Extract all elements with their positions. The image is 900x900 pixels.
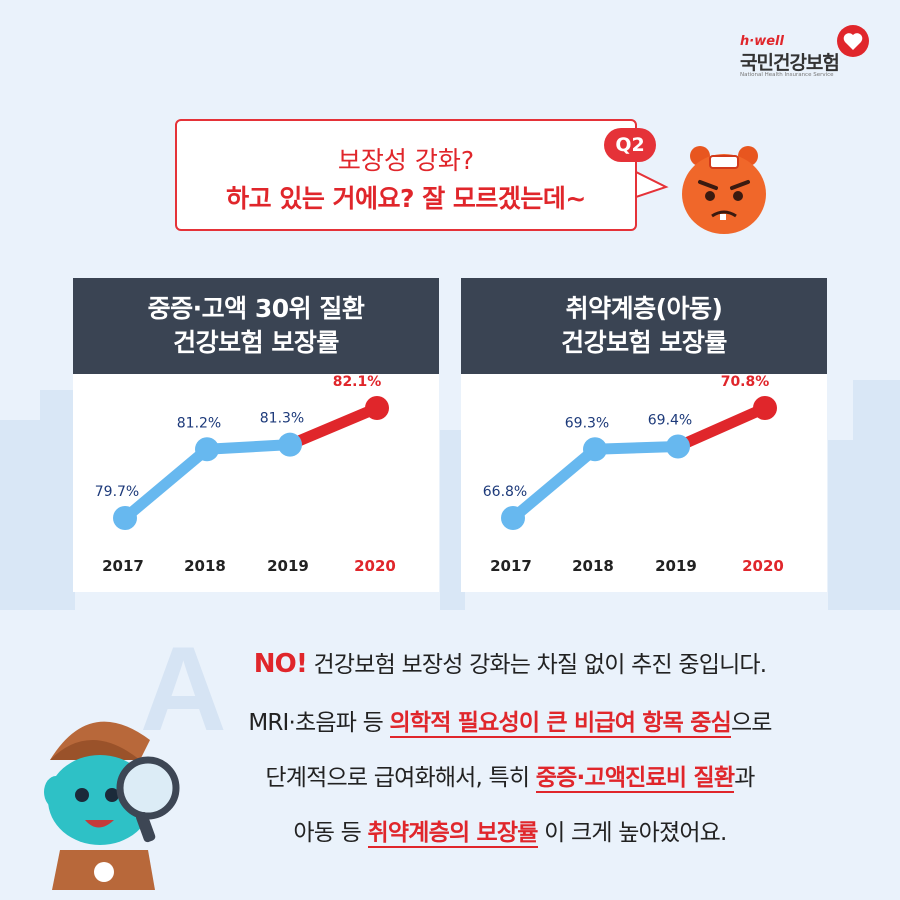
answer-line-2-highlight: 의학적 필요성이 큰 비급여 항목 중심 (389, 710, 732, 738)
answer-letter: A (140, 622, 227, 756)
value-label-2018: 69.3% (565, 415, 609, 431)
data-point-2017 (113, 506, 137, 530)
logo-subtitle: National Health Insurance Service (740, 72, 834, 78)
city-skyline (0, 380, 900, 610)
chart-title-line-1: 중증·고액 30위 질환 (147, 294, 365, 323)
chart-card-header: 취약계층(아동) 건강보험 보장률 (461, 278, 827, 374)
answer-line-3-post: 과 (734, 765, 755, 791)
heart-logo-icon (837, 25, 869, 57)
line-segment-2019-2020 (672, 402, 771, 452)
question-badge: Q2 (604, 128, 656, 162)
data-point-2019 (666, 434, 690, 459)
data-point-2018 (195, 437, 219, 462)
chart-title-line-2: 건강보험 보장률 (173, 328, 339, 357)
data-point-2020 (365, 396, 389, 420)
line-segment-2017-2018 (119, 443, 213, 524)
value-label-2017: 66.8% (483, 484, 527, 500)
x-label-2018: 2018 (184, 557, 226, 575)
x-label-2017: 2017 (490, 557, 532, 575)
answer-line-1: NO! 건강보험 보장성 강화는 차질 없이 추진 중입니다. (160, 645, 860, 679)
value-label-2019: 69.4% (648, 413, 692, 429)
x-label-2019: 2019 (655, 557, 697, 575)
chart-title-line-1: 취약계층(아동) (565, 294, 723, 323)
logo-name: 국민건강보험 (740, 52, 840, 74)
detective-character-illustration (44, 721, 180, 890)
value-label-2019: 81.3% (260, 411, 304, 427)
answer-line-4-pre: 아동 등 (293, 820, 368, 846)
x-label-2017: 2017 (102, 557, 144, 575)
answer-line-2-post: 으로 (730, 710, 773, 736)
data-point-2019 (278, 432, 302, 457)
answer-line-4-post: 이 크게 높아졌어요. (537, 820, 727, 846)
chart-card-vulnerable-children: 취약계층(아동) 건강보험 보장률 66.8% 2017 69.3% 2018 69.4… (461, 278, 827, 592)
nhis-logo: h·well 국민건강보험 National Health Insurance … (730, 22, 870, 86)
data-point-2017 (501, 506, 525, 530)
answer-no: NO! (253, 649, 308, 679)
line-segment-2017-2018 (507, 443, 601, 524)
x-label-2020: 2020 (354, 557, 396, 575)
x-label-2018: 2018 (572, 557, 614, 575)
answer-line-1-text: 건강보험 보장성 강화는 차질 없이 추진 중입니다. (307, 652, 768, 678)
question-line-2: 하고 있는 거에요? 잘 모르겠는데~ (226, 184, 586, 213)
x-label-2020: 2020 (742, 557, 784, 575)
answer-line-4: 아동 등 취약계층의 보장률 이 크게 높아졌어요. (160, 813, 860, 848)
value-label-2018: 81.2% (177, 415, 221, 431)
x-label-2019: 2019 (267, 557, 309, 575)
data-point-2018 (583, 437, 607, 462)
value-label-2017: 79.7% (95, 484, 139, 500)
chart-title-line-2: 건강보험 보장률 (561, 328, 727, 357)
chart-card-severe-disease: 중증·고액 30위 질환 건강보험 보장률 79.7% 2017 81.2% 2018… (73, 278, 439, 592)
value-label-2020: 82.1% (333, 374, 382, 390)
answer-line-4-highlight: 취약계층의 보장률 (367, 820, 538, 848)
answer-line-3-pre: 단계적으로 급여화해서, 특히 (265, 765, 536, 791)
logo-brand: h·well (740, 34, 784, 49)
confused-character-illustration (682, 146, 766, 234)
answer-line-2: MRI·초음파 등 의학적 필요성이 큰 비급여 항목 중심으로 (160, 703, 860, 738)
line-segment-2018-2019 (201, 439, 296, 455)
value-label-2020: 70.8% (721, 374, 770, 390)
answer-line-3: 단계적으로 급여화해서, 특히 중증·고액진료비 질환과 (160, 758, 860, 793)
data-point-2020 (753, 396, 777, 420)
coverage-line-chart: 79.7% 2017 81.2% 2018 81.3% 2019 82.1% 2020 (95, 374, 396, 575)
answer-line-2-pre: MRI·초음파 등 (248, 710, 390, 736)
line-segment-2019-2020 (284, 402, 383, 451)
line-segment-2018-2019 (589, 441, 684, 455)
coverage-line-chart: 66.8% 2017 69.3% 2018 69.4% 2019 70.8% 2020 (483, 374, 784, 575)
question-bubble: 보장성 강화? 하고 있는 거에요? 잘 모르겠는데~ (175, 119, 637, 231)
answer-line-3-highlight: 중증·고액진료비 질환 (535, 765, 735, 793)
chart-card-header: 중증·고액 30위 질환 건강보험 보장률 (73, 278, 439, 374)
question-line-1: 보장성 강화? (337, 146, 475, 175)
